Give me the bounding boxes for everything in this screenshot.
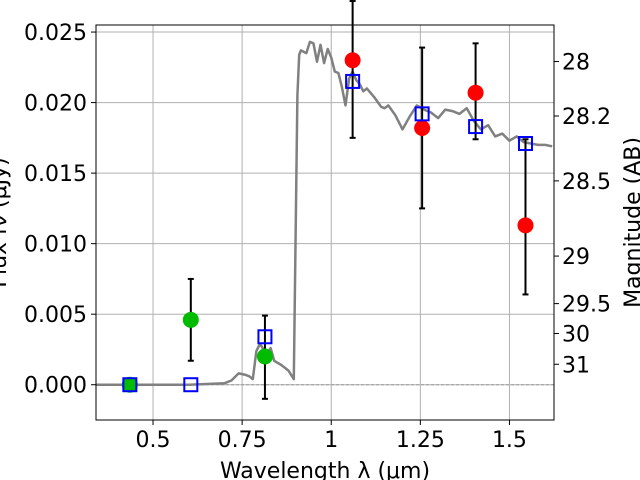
right-tick-label: 28.5 (562, 170, 611, 195)
model-photometry-point (122, 377, 138, 393)
model-photometry-point (345, 73, 361, 89)
model-spectrum-line (96, 40, 553, 386)
y-axis-ticks: 0.000 0.005 0.010 0.015 0.020 0.025 (24, 21, 96, 399)
detection-point (414, 119, 431, 136)
detection-point (344, 52, 361, 69)
x-tick-label: 1.25 (396, 428, 445, 453)
detection-point (517, 217, 534, 234)
other-detection-point (182, 311, 199, 328)
model-spectrum (96, 40, 553, 386)
y-tick-label: 0.015 (24, 162, 87, 187)
x-tick-label: 1.5 (492, 428, 527, 453)
grid (96, 25, 554, 420)
y-axis-label-left: Flux fν (μJy) (0, 157, 12, 287)
y-tick-label: 0.010 (24, 233, 87, 258)
y-tick-label: 0.000 (24, 374, 87, 399)
right-tick-label: 31 (562, 353, 590, 378)
model-photometry-point (257, 329, 273, 345)
model-photometry-point (517, 136, 533, 151)
right-tick-label: 29 (562, 245, 590, 270)
plot-frame (95, 24, 555, 421)
other-detection-point (256, 348, 273, 365)
right-tick-label: 30 (562, 323, 590, 348)
model-photometry-point (468, 119, 484, 135)
x-tick-label: 0.5 (136, 428, 171, 453)
right-tick-label: 29.5 (562, 293, 611, 318)
model-photometry-points (122, 73, 533, 393)
other-detection-point (121, 376, 138, 393)
y-tick-label: 0.020 (24, 92, 87, 117)
x-axis-label: Wavelength λ (μm) (220, 459, 430, 480)
right-tick-label: 28 (562, 51, 590, 76)
x-tick-label: 1 (324, 428, 338, 453)
model-photometry-point (414, 106, 430, 122)
detection-point (467, 84, 484, 101)
right-tick-label: 28.2 (562, 105, 611, 130)
right-axis-ticks: 28 28.2 28.5 29 29.5 30 31 (554, 51, 611, 378)
x-tick-label: 0.75 (218, 428, 267, 453)
y-axis-label-right: Magnitude (AB) (621, 137, 640, 308)
x-axis-ticks: 0.5 0.75 1 1.25 1.5 (136, 420, 527, 453)
y-tick-label: 0.005 (24, 303, 87, 328)
model-photometry-point (183, 377, 199, 393)
data-points (121, 52, 534, 393)
y-tick-label: 0.025 (24, 21, 87, 46)
